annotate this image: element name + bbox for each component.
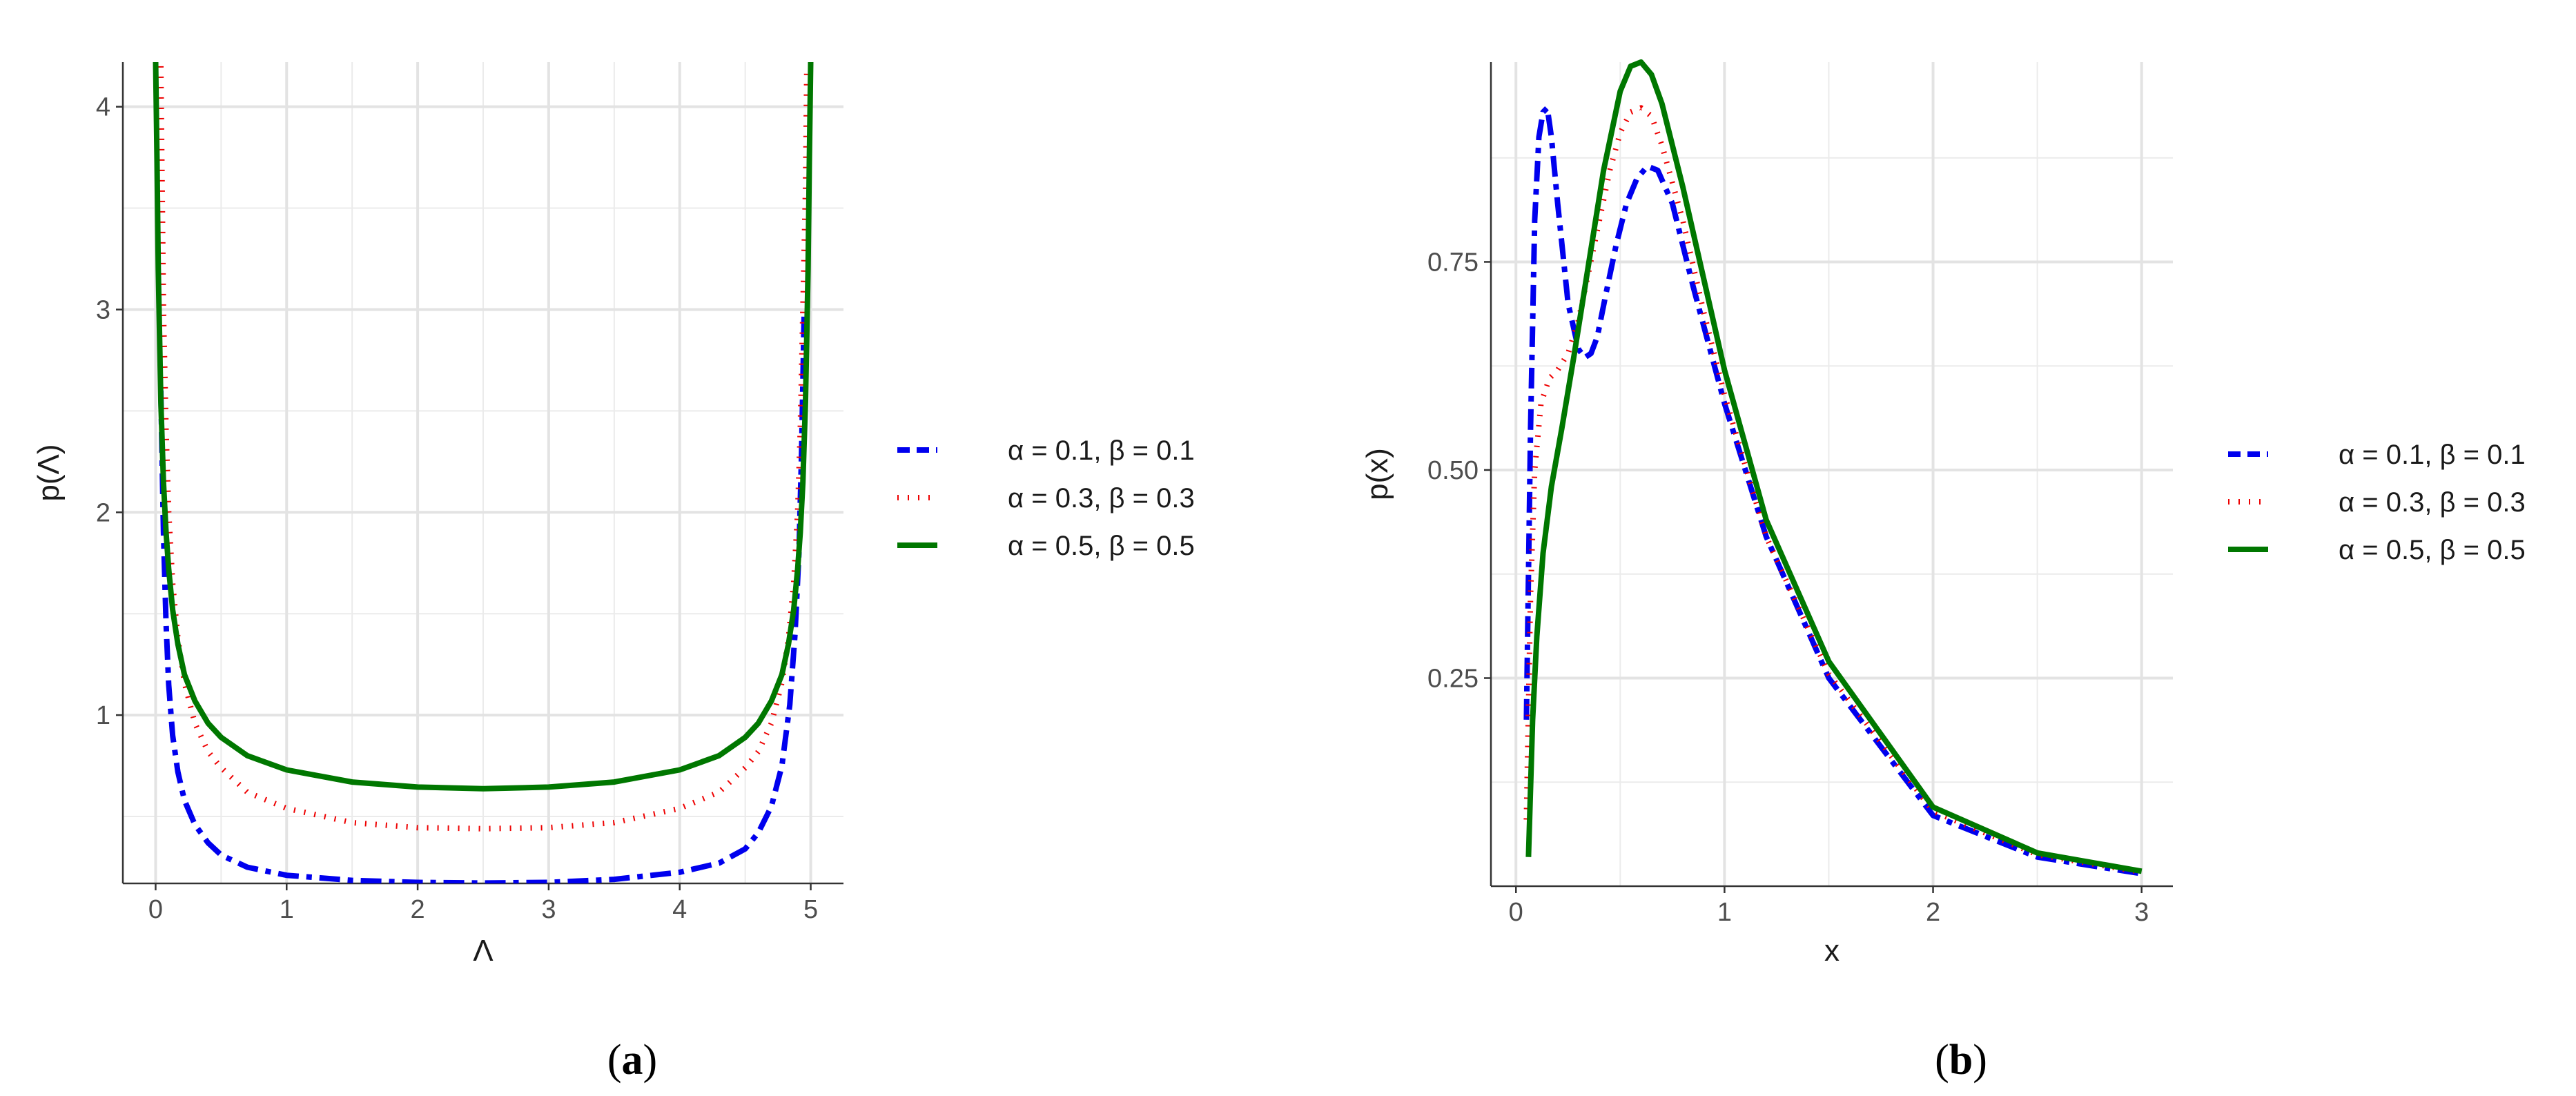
chart-panel-a: 0 1 2 3 4 5 1 2 3 4 Λp(Λ) α = 0.1, β = 0.1 α = 0.3, … (32, 61, 1195, 1084)
series-line-3 (1525, 59, 2143, 874)
x-axis-label: Λ (473, 934, 494, 968)
y-axis-label: p(Λ) (32, 444, 66, 501)
legend-label-3: α = 0.5, β = 0.5 (2339, 535, 2526, 565)
y-tick-label: 0.50 (1427, 456, 1479, 485)
legend-label-1: α = 0.1, β = 0.1 (2339, 440, 2526, 470)
x-tick-label: 4 (672, 895, 687, 924)
y-tick-label: 1 (96, 701, 110, 730)
y-tick-label: 0.75 (1427, 248, 1479, 277)
y-axis-label: p(x) (1360, 448, 1394, 500)
x-tick-label: 2 (1926, 898, 1940, 927)
y-tick-label: 0.25 (1427, 664, 1479, 693)
legend-label-2: α = 0.3, β = 0.3 (2339, 487, 2526, 518)
series-line-1 (1523, 105, 2143, 877)
panel-label: (a) (607, 1037, 657, 1084)
x-tick-label: 0 (148, 895, 163, 924)
x-tick-label: 0 (1509, 898, 1523, 927)
x-tick-label: 1 (280, 895, 294, 924)
legend: α = 0.1, β = 0.1 α = 0.3, β = 0.3 α = 0.5,… (897, 436, 1195, 561)
series-line-1 (158, 309, 808, 883)
x-axis-label: x (1824, 934, 1840, 968)
panel-label: (b) (1935, 1037, 1987, 1084)
series-line-2 (1523, 105, 2143, 875)
series-lines (1523, 59, 2143, 877)
y-tick-label: 3 (96, 295, 110, 324)
legend-label-3: α = 0.5, β = 0.5 (1008, 531, 1195, 561)
legend: α = 0.1, β = 0.1 α = 0.3, β = 0.3 α = 0.5,… (2228, 440, 2526, 565)
grid (123, 62, 843, 883)
grid (1491, 62, 2173, 886)
legend-label-2: α = 0.3, β = 0.3 (1008, 483, 1195, 513)
y-tick-label: 2 (96, 498, 110, 527)
series-lines (153, 61, 814, 883)
x-tick-label: 1 (1717, 898, 1732, 927)
y-tick-label: 4 (96, 93, 110, 122)
x-tick-label: 2 (411, 895, 425, 924)
x-tick-label: 3 (2134, 898, 2149, 927)
legend-label-1: α = 0.1, β = 0.1 (1008, 436, 1195, 466)
x-tick-label: 5 (803, 895, 818, 924)
x-tick-label: 3 (541, 895, 556, 924)
series-line-3 (153, 61, 814, 792)
